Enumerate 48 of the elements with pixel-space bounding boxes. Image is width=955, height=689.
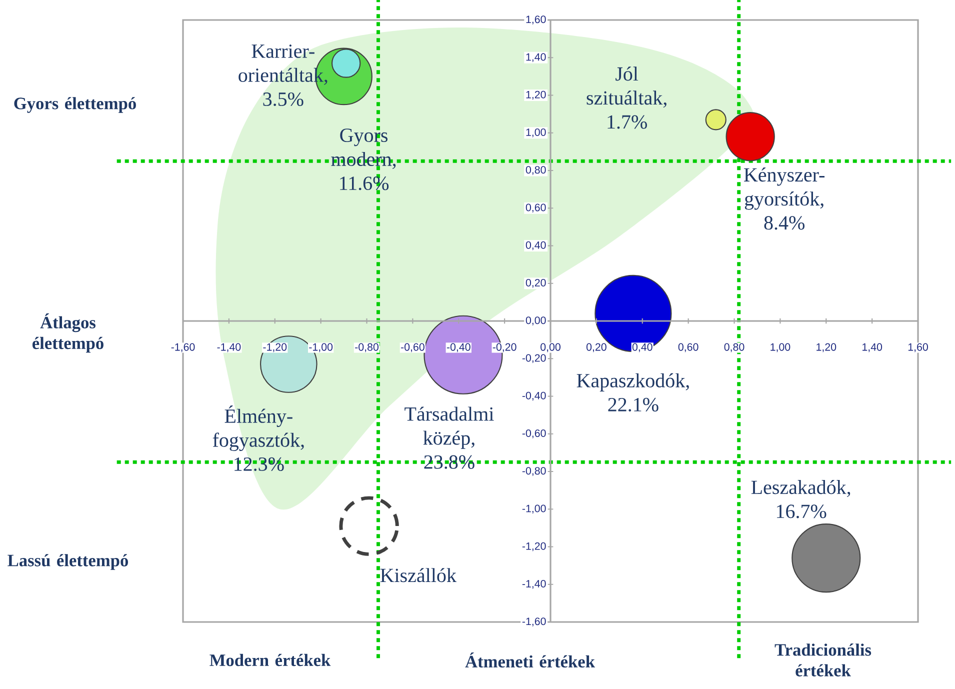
y-tick-label: 0,00 — [526, 316, 546, 326]
text: Modern értékek — [210, 654, 331, 666]
y-tick-label: -0,20 — [522, 354, 546, 364]
text: Gyors élettempó — [14, 97, 136, 113]
y-tick-label: 0,40 — [526, 241, 546, 250]
y-tick-label: -1,00 — [522, 504, 546, 514]
series-label: Gyors modern, 11.6% — [331, 128, 396, 190]
series-label: Élmény-fogyasztók, 12.3% — [212, 406, 304, 471]
text: Kapaszkodók, 22.1% — [576, 373, 689, 412]
text: Átmeneti értékek — [465, 652, 595, 668]
x-tick-label: 1,60 — [908, 343, 928, 352]
x-tick-label: -1,40 — [217, 343, 241, 352]
x-tick-label: 0,00 — [540, 343, 560, 352]
text: Jól szituáltak, 1.7% — [586, 66, 666, 129]
series-label: Társadalmi közép, 23.8% — [404, 406, 494, 469]
y-tick-label: 0,60 — [526, 204, 546, 213]
y-tick-label: 1,40 — [526, 53, 546, 62]
x-tick-label: -0,40 — [446, 343, 470, 352]
x-tick-label: 1,20 — [816, 343, 836, 352]
y-tick-label: -1,40 — [522, 580, 546, 589]
y-tick-label: 0,20 — [526, 278, 546, 288]
text: Átlagos élettempó — [32, 313, 104, 353]
y-tick-label: -1,20 — [522, 542, 546, 552]
y-tick-label: 1,60 — [526, 16, 546, 24]
x-tick-label: 1,40 — [862, 343, 882, 352]
x-tick-label: -1,20 — [263, 343, 287, 352]
y-tick-label: 1,20 — [526, 90, 546, 100]
y-tick-label: 0,80 — [526, 166, 546, 175]
series-label: Leszakadók, 16.7% — [751, 480, 850, 518]
x-tick-label: -0,20 — [492, 343, 516, 352]
series-label: Kiszállók — [380, 568, 456, 582]
y-tick-label: -0,60 — [522, 429, 546, 438]
text: Lassú élettempó — [8, 554, 128, 570]
x-tick-label: -1,60 — [171, 343, 195, 352]
x-tick-label: 0,20 — [586, 343, 606, 352]
x-tick-label: 1,00 — [770, 343, 790, 352]
y-tick-label: -1,60 — [522, 618, 546, 626]
x-tick-label: -0,80 — [355, 343, 378, 352]
x-tick-label: 0,40 — [632, 343, 652, 352]
x-tick-label: 0,60 — [678, 343, 698, 352]
y-tick-label: -0,40 — [522, 392, 546, 401]
y-tick-label: 1,00 — [526, 128, 546, 138]
x-tick-label: -0,60 — [401, 343, 424, 352]
series-label: Kényszer-gyorsítók, 8.4% — [744, 168, 825, 230]
y-tick-label: -0,80 — [522, 467, 546, 476]
x-tick-label: -1,00 — [309, 343, 333, 352]
x-tick-label: 0,80 — [724, 343, 744, 352]
text: Tradicionális értékek — [774, 644, 872, 676]
